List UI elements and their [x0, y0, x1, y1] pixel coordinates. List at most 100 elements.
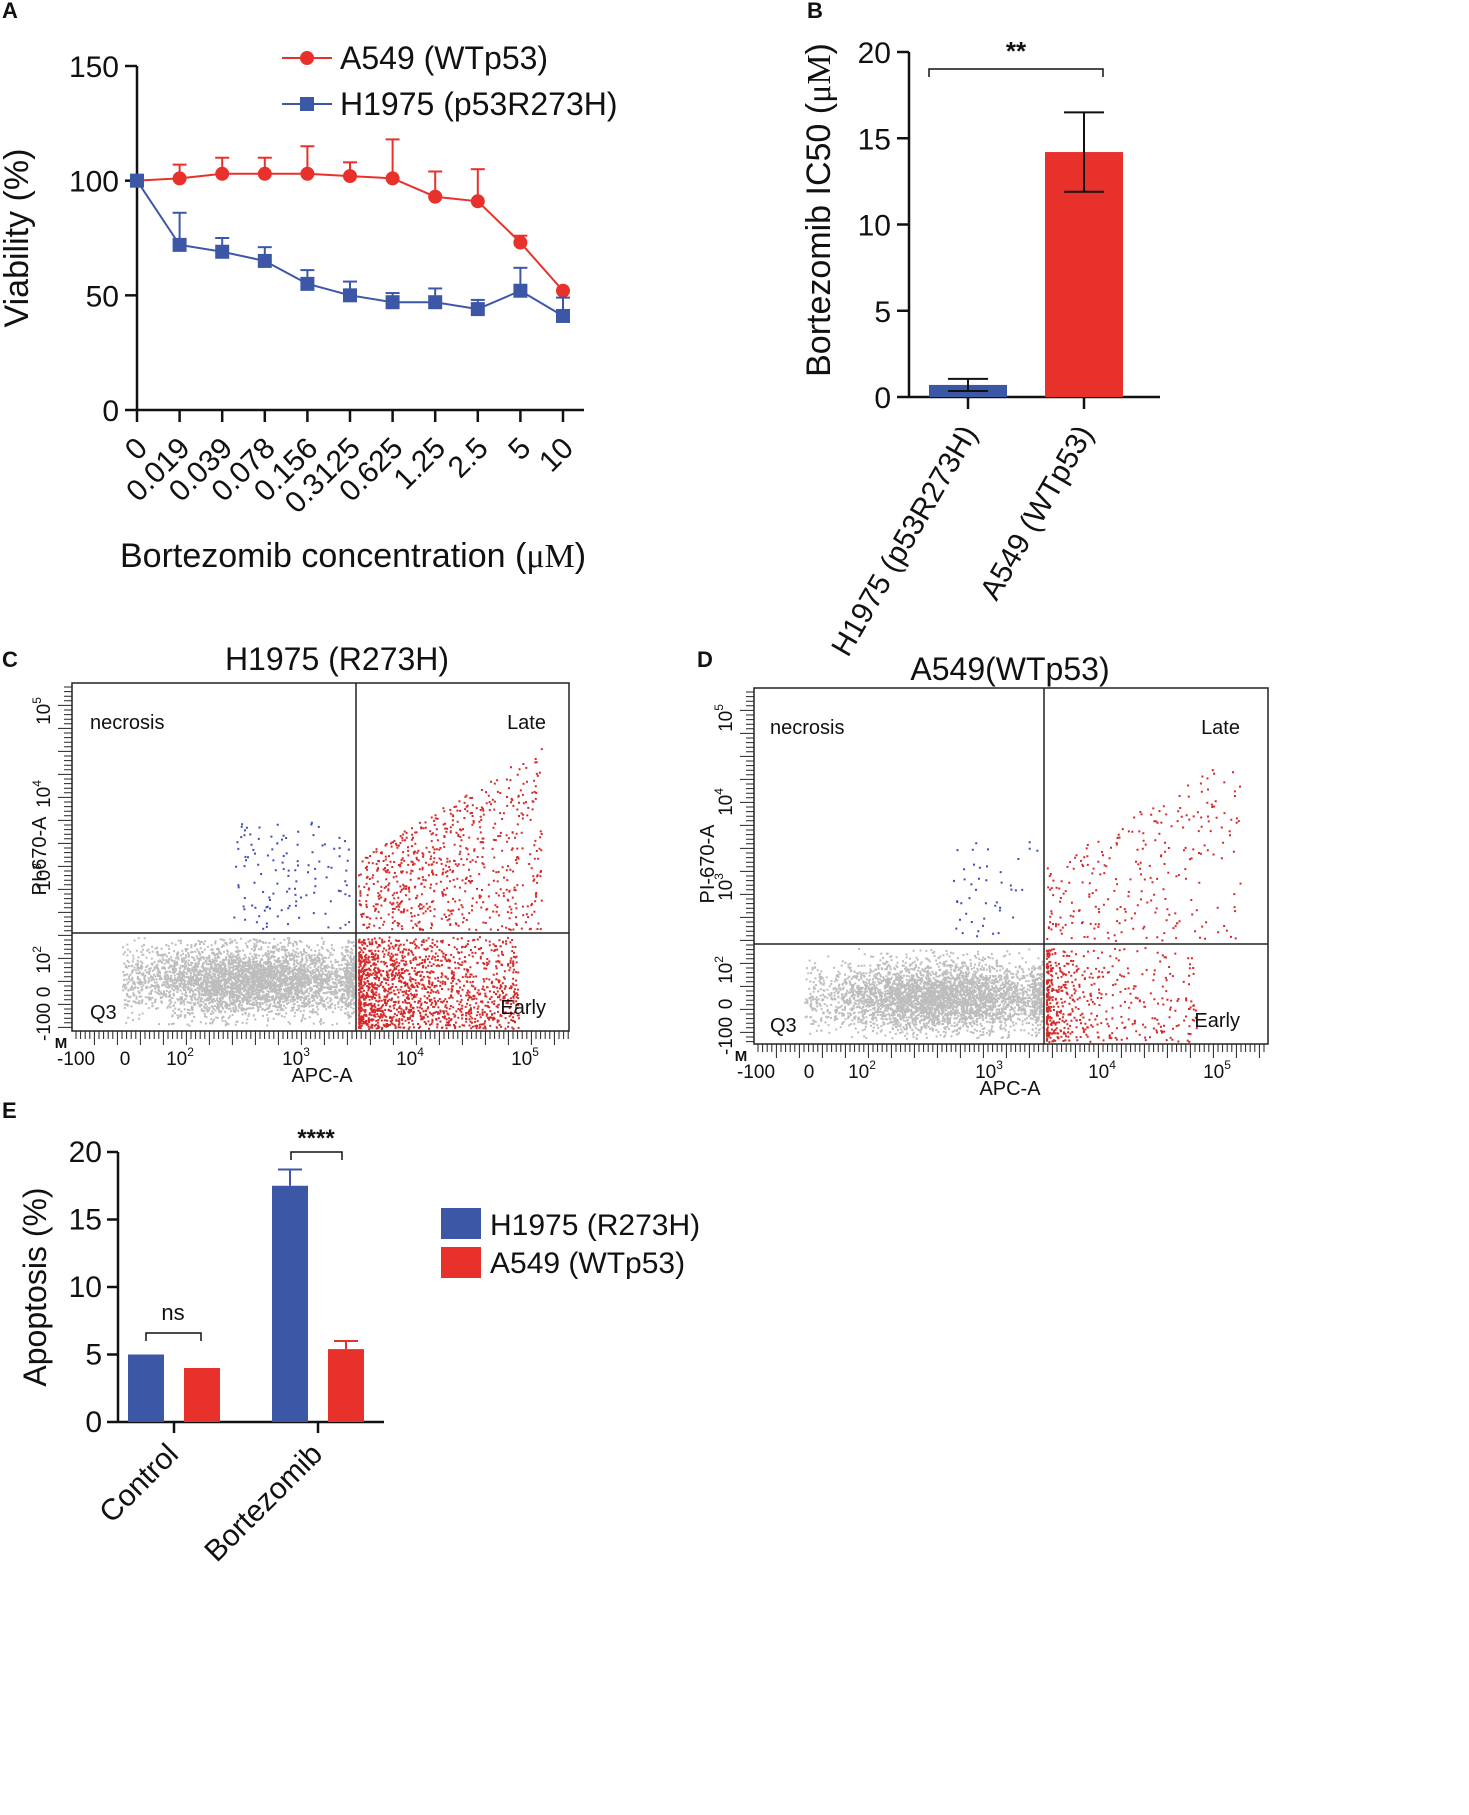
panel-a-data-point	[257, 166, 272, 181]
panel-a-legend: A549 (WTp53) H1975 (p53R273H)	[282, 40, 618, 122]
flow-y-tick-label: 103	[30, 863, 55, 891]
panel-e-significance-bracket	[290, 1151, 343, 1160]
panel-a-y-label: Viability (%)	[0, 149, 36, 328]
panel-e-bar	[328, 1349, 364, 1422]
legend-a549-marker	[300, 51, 314, 65]
flow-x-tick-label: 103	[282, 1045, 310, 1070]
legend-e-a549-label: A549 (WTp53)	[490, 1247, 685, 1280]
panel-a-series-h1975	[130, 173, 570, 323]
flow-y-tick-label: 105	[30, 697, 55, 725]
y-minor-ticks	[740, 691, 754, 1043]
panel-a-x-label-unit: μM	[526, 538, 574, 575]
legend-e-h1975-label: H1975 (R273H)	[490, 1209, 700, 1242]
panel-b-y-label-main: Bortezomib IC50 (	[800, 102, 838, 377]
flow-y-tick-label: 104	[30, 780, 55, 808]
panel-e-grouped-bar-chart: E 0 5 10 15 20 Control Bortezomib Apoptosis (…	[2, 1098, 700, 1568]
panel-b-x-ticks: H1975 (p53R273H)A549 (WTp53)	[825, 397, 1100, 662]
flow-x-tick-base: 0	[804, 1062, 815, 1083]
panel-a-data-point	[385, 295, 400, 310]
panel-a-x-tick-label: 1.25	[388, 432, 453, 497]
flow-x-tick-base: -100	[737, 1062, 775, 1083]
panel-a-data-point	[130, 173, 144, 188]
panel-a-data-point	[513, 235, 528, 250]
panel-d-flow-cytometry: D A549(WTp53) necrosis Late Q3 Early -10…	[697, 647, 1269, 1100]
panel-a-data-point	[215, 166, 230, 181]
flow-x-tick-exp: 3	[996, 1058, 1003, 1072]
panel-a-x-tick-label: 5	[502, 432, 537, 467]
legend-h1975-label: H1975 (p53R273H)	[340, 86, 618, 122]
panel-b-bar	[1045, 152, 1123, 397]
panel-c-late-label: Late	[507, 712, 546, 734]
panel-b-y-label-close: )	[800, 43, 838, 54]
panel-e-y-tick-label: 15	[69, 1204, 102, 1237]
flow-y-tick-base: -100	[716, 1017, 737, 1055]
flow-x-tick-base: -100	[57, 1049, 95, 1070]
panel-e-x-ticks: Control Bortezomib	[93, 1422, 329, 1568]
flow-y-tick-base: 10	[34, 704, 55, 725]
apoptotic-cell-population	[358, 748, 543, 1030]
panel-d-dots	[804, 769, 1242, 1043]
panel-c-letter: C	[2, 647, 18, 672]
panel-a-series-line	[136, 172, 564, 292]
legend-e-h1975-swatch	[441, 1208, 481, 1239]
flow-x-tick-label: 102	[848, 1058, 876, 1083]
flow-x-tick-label: 103	[975, 1058, 1003, 1083]
live-cell-population	[804, 948, 1044, 1040]
panel-a-data-point	[428, 295, 443, 310]
flow-x-tick-label: 105	[511, 1045, 539, 1070]
necrotic-cell-population	[953, 841, 1039, 938]
panel-e-bar	[272, 1185, 308, 1422]
x-minor-ticks	[75, 1031, 569, 1045]
panel-e-bar	[184, 1368, 220, 1422]
panel-d-q3-label: Q3	[770, 1015, 797, 1037]
panel-e-y-label: Apoptosis (%)	[17, 1187, 53, 1386]
panel-a-data-point	[385, 171, 400, 186]
panel-a-data-point	[300, 166, 315, 181]
panel-a-y-tick-label: 100	[69, 166, 119, 199]
flow-x-tick-base: 10	[166, 1049, 187, 1070]
flow-y-tick-base: 10	[716, 795, 737, 816]
panel-a-x-label-main: Bortezomib concentration (	[120, 537, 527, 575]
flow-x-tick-label: 105	[1203, 1058, 1231, 1083]
panel-b-y-tick-label: 10	[858, 210, 891, 243]
panel-c-x-label: APC-A	[291, 1065, 353, 1087]
panel-e-y-ticks: 0 5 10 15 20	[69, 1136, 118, 1439]
panel-e-y-tick-label: 5	[85, 1339, 102, 1372]
flow-y-tick-base: 10	[34, 953, 55, 974]
flow-x-tick-base: 0	[120, 1049, 131, 1070]
panel-a-x-label: Bortezomib concentration (μM)	[120, 537, 586, 575]
flow-y-tick-exp: 2	[30, 946, 44, 953]
flow-y-tick-exp: 3	[30, 863, 44, 870]
flow-y-tick-label: 104	[712, 788, 737, 816]
panel-e-ns-bracket	[145, 1332, 202, 1341]
panel-e-x-tick-label: Control	[93, 1438, 185, 1530]
flow-y-tick-base: 0	[34, 987, 55, 998]
panel-e-y-tick-label: 10	[69, 1271, 102, 1304]
flow-x-tick-exp: 4	[1109, 1058, 1116, 1072]
panel-e-legend: H1975 (R273H) A549 (WTp53)	[441, 1208, 700, 1280]
panel-a-series	[130, 138, 570, 323]
panel-c-flow-cytometry: C H1975 (R273H) necrosis Late Q3 Early -…	[2, 641, 570, 1087]
panel-b-x-tick-label: A549 (WTp53)	[974, 420, 1100, 605]
flow-y-tick-base: 10	[34, 870, 55, 891]
flow-x-tick-base: 10	[282, 1049, 303, 1070]
panel-a-data-point	[556, 308, 570, 323]
panel-b-y-tick-label: 5	[874, 296, 891, 329]
panel-a-data-point	[428, 189, 443, 204]
flow-y-tick-label: 102	[712, 956, 737, 984]
panel-a-y-tick-label: 150	[69, 51, 119, 84]
flow-x-tick-base: 10	[1203, 1062, 1224, 1083]
panel-a-data-point	[343, 288, 357, 303]
panel-b-y-ticks: 0 5 10 15 20	[858, 37, 909, 415]
apoptotic-cell-population	[1046, 769, 1242, 1043]
panel-d-necrosis-label: necrosis	[770, 717, 844, 739]
panel-d-late-label: Late	[1201, 717, 1240, 739]
panel-e-x-tick-label: Bortezomib	[198, 1438, 329, 1569]
flow-y-tick-base: 10	[716, 880, 737, 901]
panel-a-data-point	[470, 194, 485, 209]
flow-x-tick-label: 102	[166, 1045, 194, 1070]
panel-d-title: A549(WTp53)	[910, 651, 1109, 687]
panel-e-bar	[128, 1354, 164, 1422]
